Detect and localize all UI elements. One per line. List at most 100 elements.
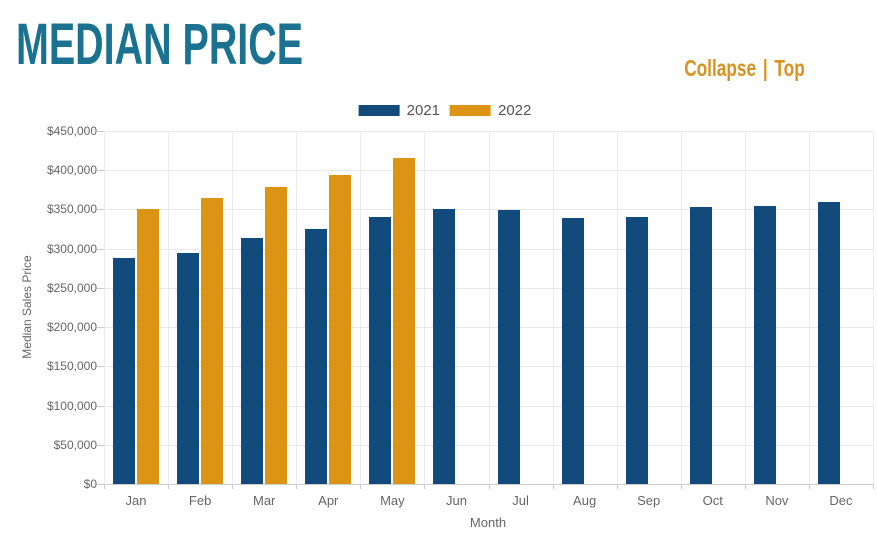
legend-swatch-2022: [450, 105, 491, 116]
gridline-horizontal: [104, 131, 873, 132]
gridline-vertical: [680, 131, 682, 484]
bar-2021-jul[interactable]: [497, 210, 520, 484]
gridline-vertical: [296, 131, 298, 484]
y-tick-label: $100,000: [46, 398, 97, 413]
gridline-vertical: [808, 131, 810, 484]
y-tick-mark: [97, 484, 104, 485]
top-link[interactable]: Top: [774, 55, 805, 81]
gridline-vertical: [232, 131, 234, 484]
x-tick-mark: [680, 484, 682, 489]
y-tick-label: $0: [83, 477, 97, 491]
y-tick-label: $150,000: [46, 359, 97, 374]
bar-2021-dec[interactable]: [817, 201, 840, 484]
y-axis-title: Median Sales Price: [20, 255, 34, 359]
gridline-horizontal: [104, 287, 873, 289]
x-tick-mark: [873, 484, 874, 489]
x-tick-mark: [232, 484, 234, 489]
y-tick-mark: [97, 131, 104, 132]
y-tick-mark: [97, 405, 104, 407]
bar-2021-aug[interactable]: [561, 218, 584, 484]
x-tick-mark: [104, 484, 105, 489]
x-tick-label: Nov: [765, 493, 789, 508]
x-tick-mark: [360, 484, 362, 489]
bar-2022-mar[interactable]: [265, 186, 288, 484]
gridline-vertical: [104, 131, 105, 484]
x-axis-title: Month: [469, 515, 507, 530]
x-tick-label: May: [380, 493, 405, 508]
y-tick-mark: [97, 444, 104, 446]
link-separator: |: [763, 55, 768, 81]
x-tick-mark: [552, 484, 554, 489]
bar-2021-jun[interactable]: [433, 209, 456, 484]
legend-label: 2021: [406, 102, 440, 119]
panel-links: Collapse | Top: [684, 57, 805, 80]
bar-2021-jan[interactable]: [113, 258, 136, 484]
gridline-horizontal: [104, 366, 873, 368]
gridline-vertical: [873, 131, 874, 484]
legend-label: 2022: [498, 102, 532, 119]
x-tick-label: Oct: [702, 493, 723, 508]
gridline-horizontal: [104, 444, 873, 446]
gridline-vertical: [360, 131, 362, 484]
x-tick-label: Jan: [125, 493, 147, 508]
gridline-horizontal: [104, 209, 873, 211]
x-tick-label: Feb: [188, 493, 212, 508]
gridline-vertical: [168, 131, 170, 484]
gridline-horizontal: [104, 170, 873, 172]
y-tick-mark: [97, 209, 104, 211]
chart-legend: 2021 2022: [358, 102, 531, 119]
x-tick-mark: [296, 484, 298, 489]
collapse-link[interactable]: Collapse: [684, 55, 757, 81]
y-tick-label: $300,000: [46, 241, 97, 256]
bar-2022-jan[interactable]: [137, 208, 160, 484]
bar-2021-nov[interactable]: [753, 205, 776, 484]
y-tick-mark: [97, 287, 104, 289]
gridline-vertical: [744, 131, 746, 484]
y-tick-mark: [97, 248, 104, 250]
bar-2022-may[interactable]: [393, 158, 416, 484]
x-tick-mark: [424, 484, 426, 489]
legend-swatch-2021: [358, 105, 400, 116]
x-tick-mark: [808, 484, 810, 489]
x-tick-label: Dec: [829, 493, 853, 508]
y-tick-label: $400,000: [46, 163, 97, 178]
bar-2022-apr[interactable]: [329, 174, 352, 484]
x-tick-label: Sep: [637, 493, 661, 508]
bar-2021-mar[interactable]: [241, 237, 264, 484]
legend-item-2021[interactable]: 2021: [358, 102, 440, 119]
y-tick-mark: [97, 366, 104, 368]
x-tick-label: Jun: [445, 493, 467, 508]
y-tick-mark: [97, 327, 104, 329]
x-tick-label: Apr: [318, 493, 339, 508]
gridline-vertical: [488, 131, 490, 484]
x-tick-mark: [616, 484, 618, 489]
y-tick-label: $250,000: [46, 280, 97, 295]
x-axis-line: [104, 484, 873, 485]
gridline-vertical: [424, 131, 426, 484]
y-tick-label: $450,000: [46, 124, 97, 138]
x-tick-label: Aug: [573, 493, 597, 508]
y-tick-mark: [97, 170, 104, 172]
legend-item-2022[interactable]: 2022: [450, 103, 531, 118]
bar-2022-feb[interactable]: [201, 197, 224, 484]
bar-2021-apr[interactable]: [305, 229, 328, 484]
y-tick-label: $50,000: [53, 437, 97, 452]
x-tick-label: Mar: [253, 493, 276, 508]
y-tick-label: $350,000: [46, 202, 97, 217]
gridline-horizontal: [104, 248, 873, 250]
bar-2021-sep[interactable]: [625, 217, 648, 484]
x-tick-label: Jul: [512, 493, 529, 508]
page-title: MEDIAN PRICE: [16, 12, 304, 77]
bar-2021-oct[interactable]: [689, 207, 712, 484]
x-tick-mark: [488, 484, 490, 489]
bar-2021-feb[interactable]: [177, 252, 200, 484]
gridline-vertical: [616, 131, 618, 484]
x-tick-mark: [744, 484, 746, 489]
gridline-horizontal: [104, 405, 873, 407]
x-tick-mark: [168, 484, 170, 489]
y-tick-label: $200,000: [46, 320, 97, 335]
bar-2021-may[interactable]: [369, 217, 392, 484]
gridline-vertical: [552, 131, 554, 484]
gridline-horizontal: [104, 327, 873, 329]
